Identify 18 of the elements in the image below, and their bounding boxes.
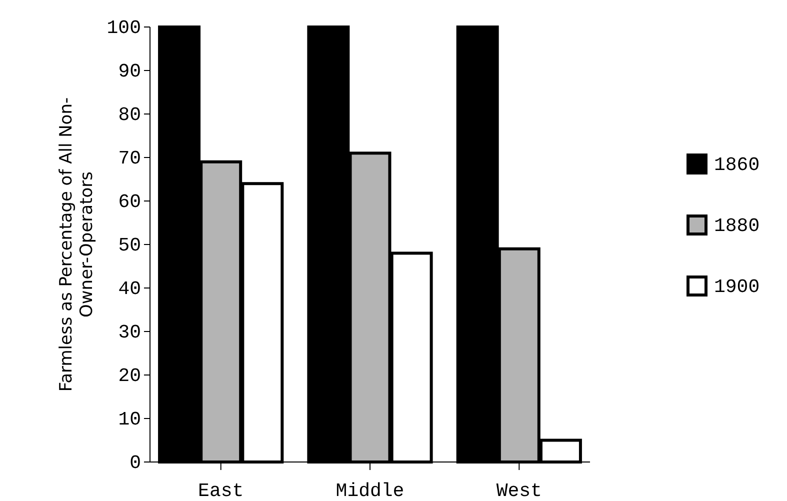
legend-label: 1880 <box>714 215 760 237</box>
legend-label: 1900 <box>714 276 760 298</box>
y-tick-label: 40 <box>118 278 141 300</box>
y-tick-label: 100 <box>106 17 141 40</box>
y-tick-label: 90 <box>118 60 141 83</box>
x-tick-label: West <box>496 480 542 501</box>
y-tick-label: 60 <box>118 191 141 214</box>
y-tick-label: 10 <box>118 408 141 431</box>
x-tick-label: East <box>198 480 244 501</box>
y-tick-label: 20 <box>118 365 141 388</box>
y-tick-label: 30 <box>118 322 141 344</box>
y-tick-label: 50 <box>118 234 141 257</box>
y-tick-label: 80 <box>118 104 141 126</box>
y-tick-label: 0 <box>130 452 141 474</box>
legend-label: 1860 <box>714 154 760 176</box>
y-tick-label: 70 <box>118 148 141 170</box>
y-axis-title: Farmless as Percentage of All Non-Owner-Operators <box>56 97 97 392</box>
x-tick-label: Middle <box>336 480 404 501</box>
